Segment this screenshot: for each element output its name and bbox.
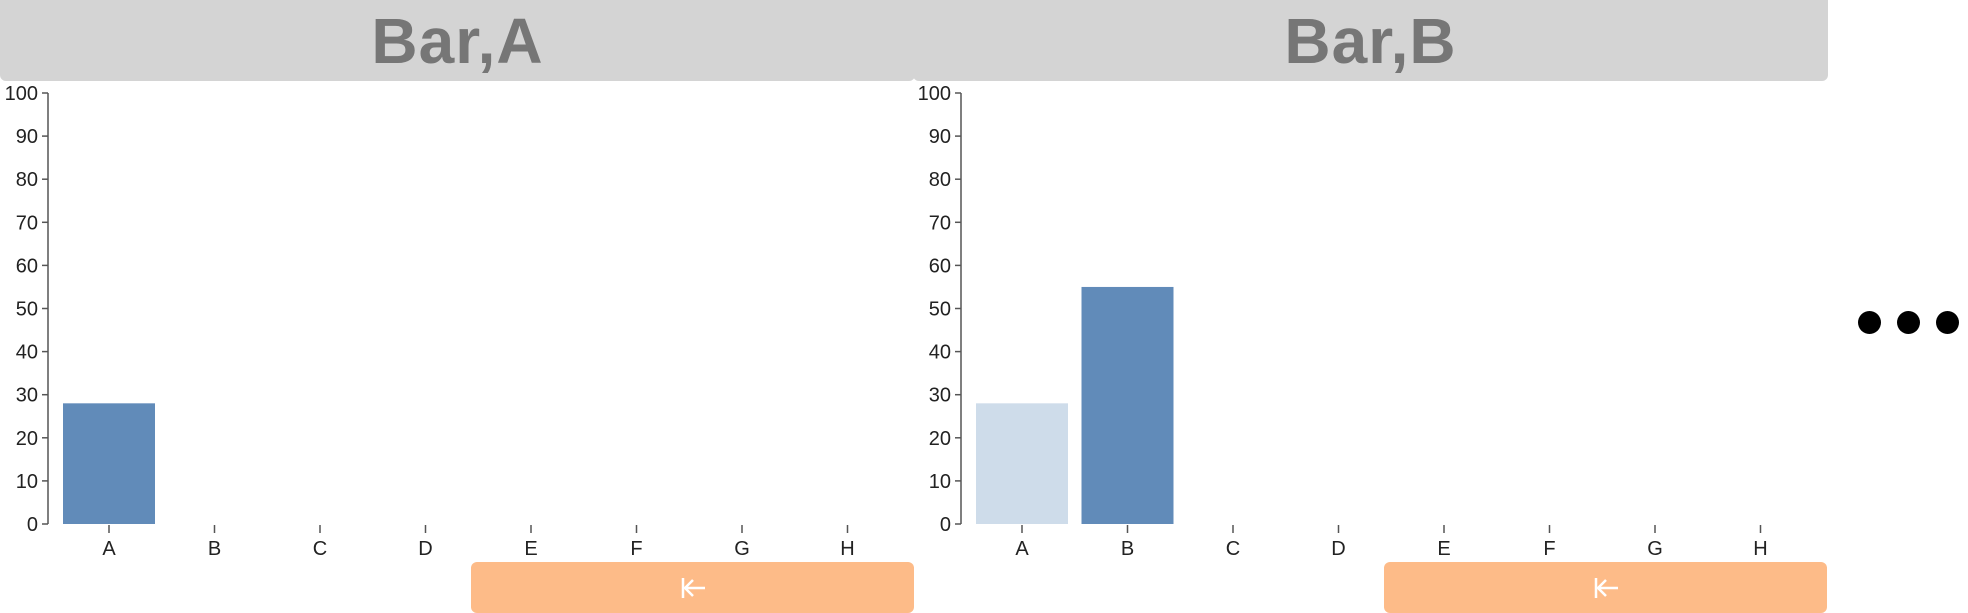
y-tick-label: 40	[929, 342, 951, 364]
bar-chart: 0 10 20 30 40 50 60 70 80 90 100 A B C D E F G H	[918, 83, 1768, 560]
y-tick-label: 30	[16, 385, 38, 407]
x-tick-label: F	[1543, 538, 1555, 560]
y-tick-label: 50	[16, 299, 38, 321]
ellipsis-icon	[1858, 308, 1959, 336]
x-tick-label: D	[1331, 538, 1345, 560]
x-tick-label: D	[418, 538, 432, 560]
y-tick-label: 90	[929, 126, 951, 148]
x-tick-label: C	[313, 538, 327, 560]
y-tick-label: 100	[918, 83, 951, 105]
chart-title-bar: Bar,A	[0, 0, 915, 81]
chart-title: Bar,A	[371, 4, 544, 77]
y-tick-label: 80	[929, 169, 951, 191]
back-button[interactable]	[1384, 562, 1827, 613]
bar	[1081, 286, 1174, 524]
y-tick-label: 30	[929, 385, 951, 407]
bar-chart: 0 10 20 30 40 50 60 70 80 90 100 A B C D E F G H	[5, 83, 855, 560]
x-tick-label: B	[1121, 538, 1134, 560]
x-tick-label: A	[102, 538, 116, 560]
x-tick-label: G	[1647, 538, 1663, 560]
y-tick-label: 100	[5, 83, 38, 105]
arrow-left-to-bar-icon	[681, 577, 705, 598]
y-tick-label: 0	[27, 514, 38, 536]
x-tick-label: G	[734, 538, 750, 560]
ellipsis-dot	[1936, 310, 1959, 334]
y-tick-label: 50	[929, 299, 951, 321]
chart-title: Bar,B	[1284, 4, 1457, 77]
x-tick-label: C	[1226, 538, 1240, 560]
ellipsis-dot	[1897, 310, 1920, 334]
chart-panel-bar-a: Bar,A 0 10 20 30 40 50 60 70 80 90 100 A B C D E F G H	[0, 0, 915, 613]
back-button[interactable]	[471, 562, 914, 613]
x-tick-label: B	[208, 538, 221, 560]
arrow-left-to-bar-icon	[1594, 577, 1618, 598]
x-tick-label: F	[630, 538, 642, 560]
x-tick-label: E	[1437, 538, 1450, 560]
x-tick-label: A	[1015, 538, 1029, 560]
x-tick-label: H	[840, 538, 854, 560]
y-tick-label: 70	[929, 212, 951, 234]
y-tick-label: 20	[16, 428, 38, 450]
y-tick-label: 80	[16, 169, 38, 191]
y-tick-label: 60	[929, 255, 951, 277]
y-tick-label: 10	[16, 471, 38, 493]
bar	[63, 403, 155, 524]
ellipsis-dot	[1858, 310, 1881, 334]
chart-panel-bar-b: Bar,B 0 10 20 30 40 50 60 70 80 90 100 A B C D E F G H	[913, 0, 1828, 613]
x-tick-label: H	[1753, 538, 1767, 560]
y-tick-label: 40	[16, 342, 38, 364]
y-tick-label: 20	[929, 428, 951, 450]
y-tick-label: 70	[16, 212, 38, 234]
bar	[976, 403, 1068, 524]
y-tick-label: 10	[929, 471, 951, 493]
chart-title-bar: Bar,B	[913, 0, 1828, 81]
y-tick-label: 0	[940, 514, 951, 536]
y-tick-label: 90	[16, 126, 38, 148]
y-tick-label: 60	[16, 255, 38, 277]
x-tick-label: E	[524, 538, 537, 560]
